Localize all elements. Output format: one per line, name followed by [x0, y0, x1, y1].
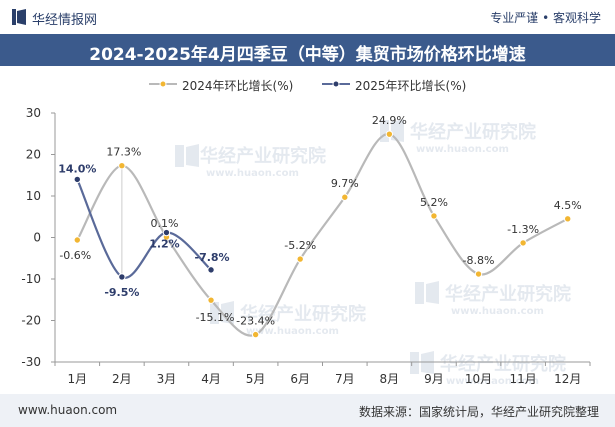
- point-2024: [385, 130, 394, 138]
- watermark-logo-icon: [380, 120, 389, 142]
- watermark-url: www.huaon.com: [446, 376, 539, 387]
- y-tick-label: 20: [26, 148, 41, 162]
- data-label-2024: -1.3%: [507, 223, 539, 236]
- huajing-logo-icon: [12, 9, 26, 25]
- watermark-text: 华经产业研究院: [410, 121, 536, 143]
- x-tick-label: 10月: [465, 372, 492, 386]
- point-2025: [73, 175, 81, 184]
- y-tick-label: -20: [21, 314, 41, 328]
- watermark-logo-icon: [186, 144, 199, 167]
- point-2024: [296, 255, 304, 263]
- point-2024: [519, 239, 527, 247]
- legend-line-2025-icon: [322, 80, 350, 88]
- point-2025: [118, 273, 126, 281]
- footer-source: 数据来源：国家统计局，华经产业研究院整理: [358, 405, 599, 419]
- chart-title: 2024-2025年4月四季豆（中等）集贸市场价格环比增速: [89, 45, 526, 65]
- site-name: 华经情报网: [32, 13, 98, 28]
- point-2024: [73, 236, 81, 244]
- footer: www.huaon.com 数据来源：国家统计局，华经产业研究院整理: [0, 394, 615, 427]
- point-2024: [118, 162, 126, 170]
- point-2024: [251, 330, 260, 339]
- point-2024: [474, 270, 483, 278]
- watermark-logo-icon: [210, 302, 219, 324]
- point-2024: [564, 215, 572, 223]
- watermark-logo-icon: [426, 281, 439, 304]
- watermark-text: 华经产业研究院: [440, 353, 566, 375]
- watermark-url: www.huaon.com: [246, 326, 339, 337]
- y-tick-label: 10: [26, 189, 41, 203]
- x-tick-label: 9月: [424, 372, 444, 386]
- x-tick-label: 5月: [246, 372, 266, 386]
- legend-item-2024[interactable]: 2024年环比增长(%): [148, 76, 318, 94]
- legend-item-2025[interactable]: 2025年环比增长(%): [321, 76, 491, 94]
- watermark-logo-icon: [175, 145, 184, 167]
- top-bar: 华经情报网 专业严谨 • 客观科学: [0, 0, 615, 34]
- data-label-2024: 17.3%: [106, 146, 141, 159]
- title-bar: 2024-2025年4月四季豆（中等）集贸市场价格环比增速: [0, 34, 615, 66]
- x-tick-label: 12月: [554, 372, 581, 386]
- point-2025: [207, 266, 215, 274]
- series-line-2025: [76, 178, 212, 279]
- data-label-2024: 0.1%: [150, 217, 178, 230]
- watermark-text: 华经产业研究院: [240, 303, 366, 325]
- data-label-2024: 9.7%: [331, 177, 359, 190]
- chart-legend: 2024年环比增长(%) 2025年环比增长(%): [0, 76, 615, 94]
- data-label-2025: 1.2%: [149, 238, 180, 251]
- watermark-text: 华经产业研究院: [200, 145, 326, 167]
- point-2024: [341, 193, 349, 201]
- y-tick-label: 0: [33, 231, 41, 245]
- data-label-2024: -0.6%: [59, 249, 91, 262]
- legend-line-2024-icon: [149, 80, 177, 88]
- data-label-2025: -9.5%: [104, 286, 139, 299]
- x-tick-label: 8月: [380, 372, 400, 386]
- watermark-url: www.huaon.com: [451, 306, 544, 317]
- y-tick-label: 30: [26, 106, 41, 120]
- data-label-2024: -15.1%: [196, 311, 235, 324]
- line-chart: 华经产业研究院www.huaon.com华经产业研究院www.huaon.com…: [21, 106, 591, 387]
- data-label-2024: -5.2%: [284, 239, 316, 252]
- x-tick-label: 6月: [290, 372, 310, 386]
- data-label-2025: -7.8%: [195, 251, 230, 264]
- data-label-2025: 14.0%: [58, 162, 96, 175]
- watermark-group: 华经产业研究院www.huaon.com华经产业研究院www.huaon.com…: [175, 119, 571, 387]
- y-tick-label: -10: [21, 272, 41, 286]
- point-2024: [430, 212, 438, 220]
- watermark-logo-icon: [221, 301, 234, 324]
- point-2024: [207, 296, 215, 304]
- x-tick-label: 1月: [67, 372, 87, 386]
- legend-label-2024: 2024年环比增长(%): [182, 79, 294, 93]
- data-label-2024: -23.4%: [236, 315, 275, 328]
- footer-website[interactable]: www.huaon.com: [18, 403, 118, 417]
- x-tick-label: 3月: [157, 372, 177, 386]
- data-label-2024: 24.9%: [372, 114, 407, 127]
- watermark-url: www.huaon.com: [206, 168, 299, 179]
- tagline: 专业严谨 • 客观科学: [490, 11, 601, 25]
- x-tick-label: 11月: [509, 372, 536, 386]
- x-tick-label: 4月: [201, 372, 221, 386]
- legend-label-2025: 2025年环比增长(%): [355, 79, 467, 93]
- x-tick-label: 2月: [112, 372, 132, 386]
- data-label-2024: 5.2%: [420, 196, 448, 209]
- watermark-logo-icon: [410, 352, 419, 374]
- watermark-url: www.huaon.com: [416, 144, 509, 155]
- watermark-text: 华经产业研究院: [445, 283, 571, 305]
- data-label-2024: 4.5%: [554, 199, 582, 212]
- y-tick-label: -30: [21, 355, 41, 369]
- x-tick-label: 7月: [335, 372, 355, 386]
- watermark-logo-icon: [415, 282, 424, 304]
- point-2025: [162, 228, 171, 237]
- data-label-2024: -8.8%: [463, 254, 495, 267]
